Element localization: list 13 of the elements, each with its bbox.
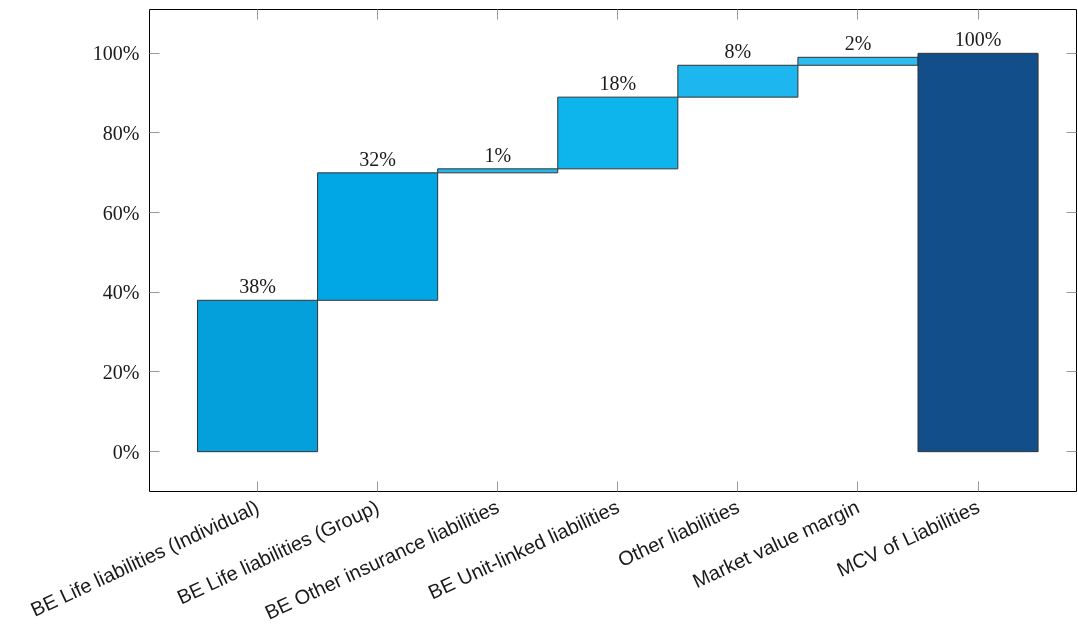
y-tick-label: 20% [102,361,140,383]
y-tick-label: 100% [92,42,140,65]
data-label: 18% [599,72,637,95]
data-label: 2% [844,32,872,55]
data-label: 8% [724,40,752,63]
data-label: 100% [954,28,1002,51]
y-tick-label: 80% [102,121,140,144]
y-tick-label: 0% [112,440,140,463]
data-label: 38% [239,275,276,298]
y-tick-label: 60% [102,201,140,224]
data-label: 1% [484,143,512,166]
data-label: 32% [359,147,396,170]
y-tick-label: 40% [102,281,140,304]
